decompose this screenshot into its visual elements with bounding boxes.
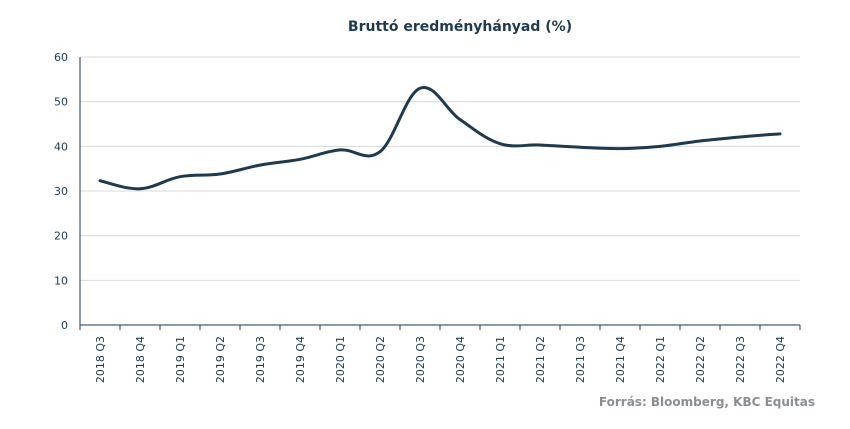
x-tick-labels: 2018 Q3 2018 Q4 2019 Q1 2019 Q2 2019 Q3 2019 …: [79, 325, 801, 383]
data-point: [259, 164, 262, 167]
y-tick-label: 60: [54, 51, 68, 64]
data-point: [459, 118, 462, 121]
x-tick-label: 2019 Q3: [254, 336, 267, 383]
x-tick-label: 2022 Q3: [734, 336, 747, 383]
data-point: [579, 146, 582, 149]
data-point: [139, 187, 142, 190]
x-tick-label: 2021 Q4: [614, 336, 627, 383]
y-tick-label: 40: [54, 140, 68, 153]
data-point: [619, 147, 622, 150]
x-tick-label: 2022 Q4: [774, 336, 787, 383]
series-line: [98, 86, 782, 191]
x-tick-label: 2022 Q2: [694, 336, 707, 383]
x-tick-label: 2022 Q1: [654, 336, 667, 383]
data-point: [419, 87, 422, 90]
data-point: [99, 179, 102, 182]
x-tick-label: 2018 Q4: [134, 336, 147, 383]
x-tick-label: 2020 Q2: [374, 336, 387, 383]
data-point: [779, 132, 782, 135]
x-tick-label: 2019 Q1: [174, 336, 187, 383]
source-note: Forrás: Bloomberg, KBC Equitas: [599, 395, 815, 409]
data-point: [219, 173, 222, 176]
x-tick-label: 2021 Q3: [574, 336, 587, 383]
y-tick-labels: 0 10 20 30 40 50 60: [54, 51, 68, 332]
y-tick-label: 20: [54, 230, 68, 243]
y-tick-label: 50: [54, 96, 68, 109]
data-point: [379, 150, 382, 153]
data-point: [499, 142, 502, 145]
chart-title: Bruttó eredményhányad (%): [348, 19, 572, 35]
data-point: [739, 135, 742, 138]
series-layer: [98, 86, 782, 191]
data-point: [179, 175, 182, 178]
x-tick-label: 2020 Q4: [454, 336, 467, 383]
x-tick-label: 2018 Q3: [94, 336, 107, 383]
y-tick-label: 30: [54, 185, 68, 198]
y-tick-label: 0: [61, 319, 68, 332]
x-tick-label: 2020 Q1: [334, 336, 347, 383]
data-point: [539, 143, 542, 146]
x-tick-label: 2019 Q4: [294, 336, 307, 383]
x-tick-label: 2021 Q1: [494, 336, 507, 383]
data-point: [299, 158, 302, 161]
grid-lines: [80, 56, 800, 281]
y-tick-label: 10: [54, 274, 68, 287]
x-tick-label: 2019 Q2: [214, 336, 227, 383]
data-point: [339, 148, 342, 151]
data-point: [659, 145, 662, 148]
x-tick-label: 2020 Q3: [414, 336, 427, 383]
data-point: [699, 139, 702, 142]
x-tick-label: 2021 Q2: [534, 336, 547, 383]
